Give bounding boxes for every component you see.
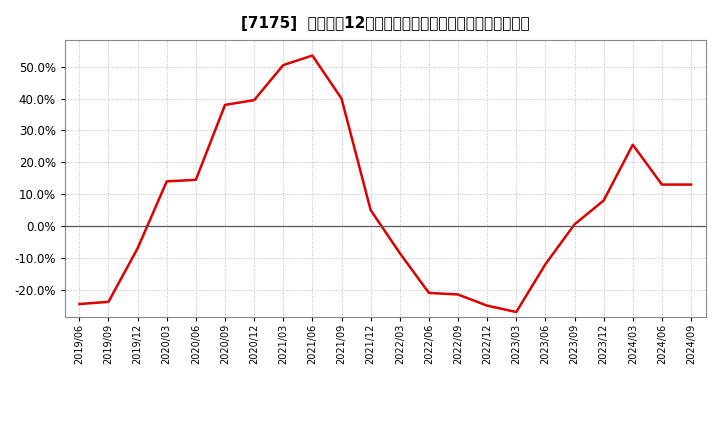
Title: [7175]  売上高の12か月移動合計の対前年同期増減率の推移: [7175] 売上高の12か月移動合計の対前年同期増減率の推移 bbox=[241, 16, 529, 32]
